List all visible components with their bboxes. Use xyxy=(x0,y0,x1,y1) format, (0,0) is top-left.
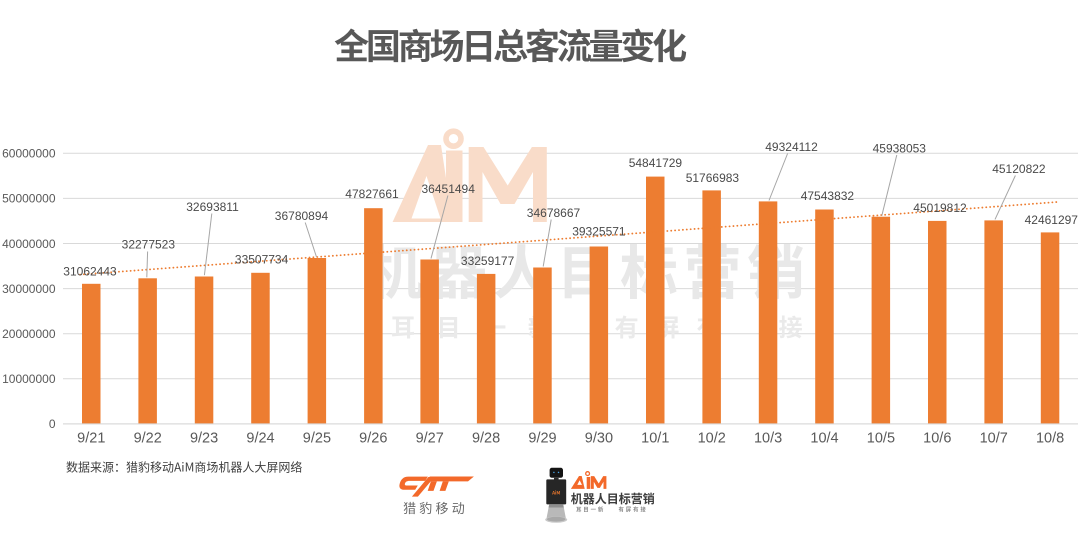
svg-text:10/2: 10/2 xyxy=(698,431,726,447)
svg-text:51766983: 51766983 xyxy=(686,171,740,185)
svg-text:36451494: 36451494 xyxy=(422,182,476,196)
svg-text:54841729: 54841729 xyxy=(629,156,683,170)
svg-text:机器人目标营销: 机器人目标营销 xyxy=(571,490,655,507)
svg-text:10/6: 10/6 xyxy=(923,431,951,447)
svg-text:耳: 耳 xyxy=(576,506,582,514)
svg-text:34678667: 34678667 xyxy=(527,206,581,220)
svg-text:10/7: 10/7 xyxy=(980,431,1008,447)
svg-text:31062443: 31062443 xyxy=(63,264,117,278)
svg-text:9/24: 9/24 xyxy=(246,431,274,447)
svg-text:有: 有 xyxy=(615,308,639,343)
svg-text:接: 接 xyxy=(779,308,803,343)
svg-text:9/26: 9/26 xyxy=(359,431,387,447)
svg-text:10/4: 10/4 xyxy=(810,431,838,447)
svg-text:9/29: 9/29 xyxy=(528,431,556,447)
svg-text:9/27: 9/27 xyxy=(416,431,444,447)
svg-text:新: 新 xyxy=(598,506,604,514)
svg-text:9/30: 9/30 xyxy=(585,431,613,447)
svg-text:9/28: 9/28 xyxy=(472,431,500,447)
svg-text:10000000: 10000000 xyxy=(2,372,56,386)
svg-text:耳: 耳 xyxy=(391,308,415,343)
svg-text:42461297: 42461297 xyxy=(1025,213,1079,227)
svg-text:50000000: 50000000 xyxy=(2,192,56,206)
svg-text:猎豹移动: 猎豹移动 xyxy=(403,498,468,517)
svg-text:9/23: 9/23 xyxy=(190,431,218,447)
svg-text:47543832: 47543832 xyxy=(801,189,855,203)
svg-text:32693811: 32693811 xyxy=(186,200,239,214)
svg-text:32277523: 32277523 xyxy=(122,238,176,252)
svg-text:45938053: 45938053 xyxy=(873,142,927,156)
svg-text:39325571: 39325571 xyxy=(572,225,626,239)
svg-text:有: 有 xyxy=(619,506,625,514)
svg-text:AiM: AiM xyxy=(551,490,560,497)
svg-text:45019812: 45019812 xyxy=(913,201,967,215)
svg-text:一: 一 xyxy=(591,506,597,514)
svg-text:目: 目 xyxy=(583,506,588,514)
svg-text:全国商场日总客流量变化: 全国商场日总客流量变化 xyxy=(334,19,687,70)
svg-text:9/25: 9/25 xyxy=(303,431,331,447)
svg-text:40000000: 40000000 xyxy=(2,237,56,251)
svg-text:49324112: 49324112 xyxy=(765,140,818,154)
svg-text:10/1: 10/1 xyxy=(641,431,669,447)
svg-text:10/3: 10/3 xyxy=(754,431,782,447)
svg-text:0: 0 xyxy=(49,417,56,431)
svg-text:33259177: 33259177 xyxy=(461,254,515,268)
svg-text:30000000: 30000000 xyxy=(2,282,56,296)
svg-text:10/5: 10/5 xyxy=(867,431,895,447)
svg-text:60000000: 60000000 xyxy=(2,147,56,161)
svg-text:接: 接 xyxy=(640,506,646,514)
svg-text:10/8: 10/8 xyxy=(1036,431,1064,447)
svg-text:数据来源：猎豹移动AiM商场机器人大屏网络: 数据来源：猎豹移动AiM商场机器人大屏网络 xyxy=(66,459,302,476)
svg-text:有: 有 xyxy=(633,506,639,514)
svg-text:屏: 屏 xyxy=(626,506,632,514)
svg-text:36780894: 36780894 xyxy=(275,209,329,223)
svg-text:机器人目标营销: 机器人目标营销 xyxy=(366,227,811,311)
svg-text:目: 目 xyxy=(437,308,461,343)
svg-text:45120822: 45120822 xyxy=(992,162,1046,176)
svg-text:9/22: 9/22 xyxy=(134,431,162,447)
svg-text:33507734: 33507734 xyxy=(235,253,289,267)
svg-text:47827661: 47827661 xyxy=(345,187,399,201)
svg-text:9/21: 9/21 xyxy=(77,431,105,447)
svg-text:20000000: 20000000 xyxy=(2,327,56,341)
